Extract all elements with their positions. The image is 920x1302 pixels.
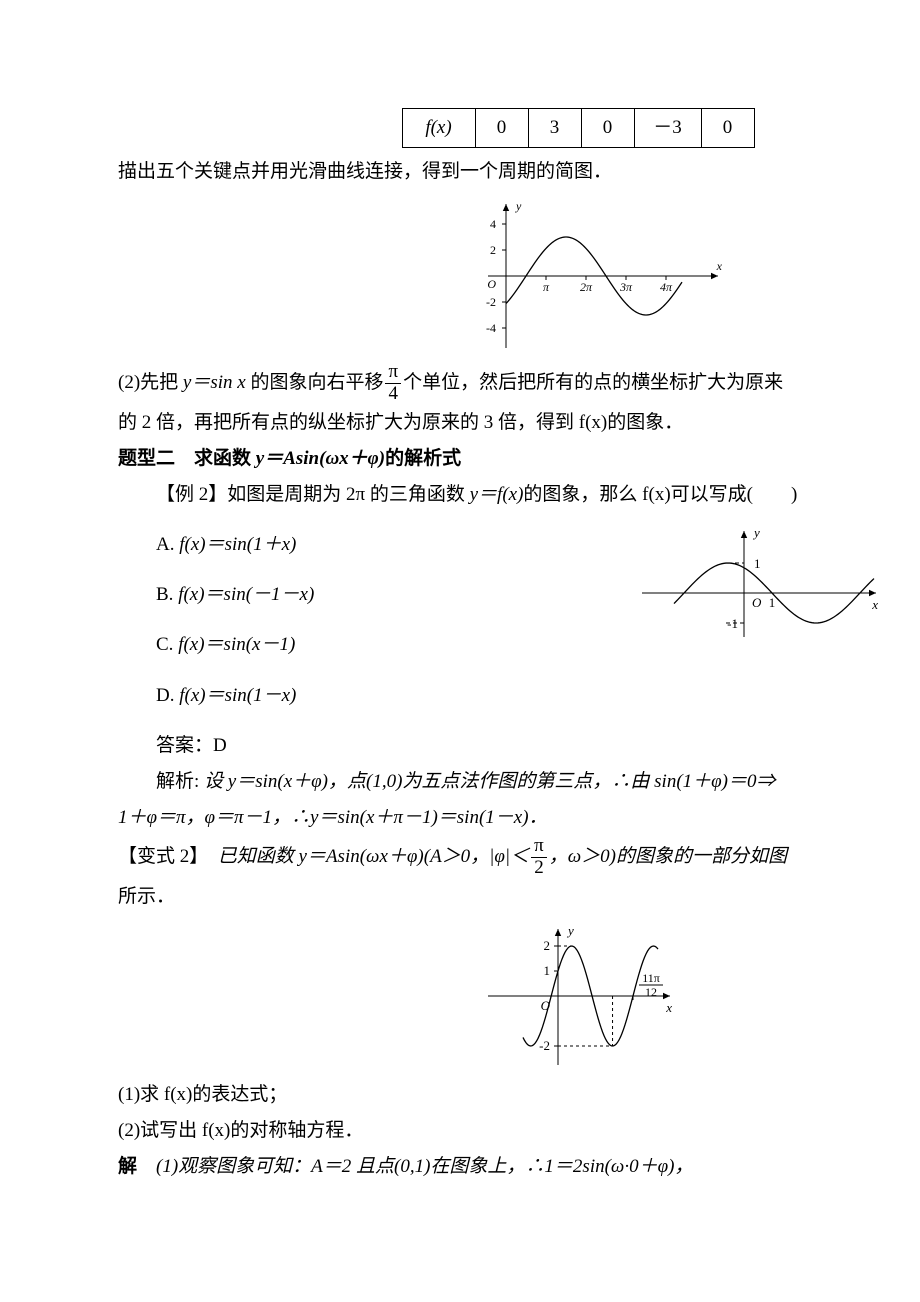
option-b: B. f(x)＝sin(－1－x) bbox=[156, 577, 634, 613]
frac-den: 4 bbox=[385, 384, 401, 405]
fx-label: f(x) bbox=[425, 117, 451, 138]
frac-den: 2 bbox=[531, 858, 547, 879]
svg-text:2: 2 bbox=[544, 938, 551, 953]
svg-text:O: O bbox=[752, 595, 762, 610]
option-a-text: f(x)＝sin(1＋x) bbox=[179, 534, 296, 555]
svg-text:1: 1 bbox=[769, 595, 776, 610]
fraction-pi-over-4: π4 bbox=[385, 362, 401, 405]
transform-paragraph: (2)先把 y＝sin x 的图象向右平移π4个单位，然后把所有的点的横坐标扩大… bbox=[118, 362, 920, 405]
option-a: A. f(x)＝sin(1＋x) bbox=[156, 527, 634, 563]
svg-text:4: 4 bbox=[490, 217, 496, 231]
example-2-question: 【例 2】如图是周期为 2π 的三角函数 y＝f(x)的图象，那么 f(x)可以… bbox=[118, 477, 920, 513]
option-d-text: f(x)＝sin(1－x) bbox=[179, 685, 296, 706]
formula-span: y＝f(x) bbox=[470, 484, 524, 505]
svg-text:11π: 11π bbox=[642, 971, 660, 985]
variation-text: ，ω＞0)的图象的一部分如图 bbox=[549, 846, 787, 867]
svg-text:3π: 3π bbox=[619, 280, 633, 294]
svg-text:12: 12 bbox=[645, 985, 657, 999]
title-text: 题型二 求函数 bbox=[118, 448, 256, 469]
frac-num: π bbox=[385, 362, 401, 384]
svg-text:2π: 2π bbox=[580, 280, 593, 294]
option-c-text: f(x)＝sin(x－1) bbox=[178, 634, 295, 655]
svg-text:-2: -2 bbox=[486, 295, 496, 309]
sine-chart-1: 4 2 -2 -4 π 2π 3π 4π Ox y bbox=[428, 196, 728, 356]
title-formula: y＝Asin(ωx＋φ) bbox=[256, 448, 385, 469]
variation-label: 【变式 2】 bbox=[118, 846, 199, 867]
table-cell: 0 bbox=[581, 109, 634, 148]
solution-line: 解 (1)观察图象可知：A＝2 且点(0,1)在图象上，∴1＝2sin(ω·0＋… bbox=[118, 1149, 920, 1185]
five-points-desc: 描出五个关键点并用光滑曲线连接，得到一个周期的简图． bbox=[118, 154, 920, 190]
svg-text:-1: -1 bbox=[728, 616, 739, 631]
table-cell: －3 bbox=[634, 109, 701, 148]
explain-text: 设 y＝sin(x＋φ)，点(1,0)为五点法作图的第三点，∴由 sin(1＋φ… bbox=[199, 771, 775, 792]
variation-text: 已知函数 y＝Asin(ωx＋φ)(A＞0，|φ|＜ bbox=[199, 846, 529, 867]
explain-line-2: 1＋φ＝π，φ＝π－1，∴y＝sin(x＋π－1)＝sin(1－x)． bbox=[118, 800, 920, 836]
question-1: (1)求 f(x)的表达式； bbox=[118, 1077, 920, 1113]
question-2: (2)试写出 f(x)的对称轴方程． bbox=[118, 1113, 920, 1149]
svg-text:1: 1 bbox=[754, 556, 761, 571]
fraction-pi-over-2: π2 bbox=[531, 836, 547, 879]
fx-table: f(x) 0 3 0 －3 0 bbox=[402, 108, 755, 148]
svg-text:π: π bbox=[543, 280, 550, 294]
explain-text: 1＋φ＝π，φ＝π－1，∴y＝sin(x＋π－1)＝sin(1－x)． bbox=[118, 807, 548, 828]
text-span: (2)先把 bbox=[118, 372, 183, 393]
section-2-title: 题型二 求函数 y＝Asin(ωx＋φ)的解析式 bbox=[118, 441, 920, 477]
svg-text:2: 2 bbox=[490, 243, 496, 257]
options-and-chart2: A. f(x)＝sin(1＋x) B. f(x)＝sin(－1－x) C. f(… bbox=[118, 513, 920, 727]
svg-text:y: y bbox=[752, 525, 760, 540]
transform-paragraph-2: 的 2 倍，再把所有点的纵坐标扩大为原来的 3 倍，得到 f(x)的图象． bbox=[118, 405, 920, 441]
q2-text: (2)试写出 f(x)的对称轴方程． bbox=[118, 1120, 363, 1141]
frac-num: π bbox=[531, 836, 547, 858]
svg-text:O: O bbox=[487, 277, 496, 291]
svg-text:x: x bbox=[665, 1000, 672, 1015]
variation-2: 【变式 2】 已知函数 y＝Asin(ωx＋φ)(A＞0，|φ|＜π2，ω＞0)… bbox=[118, 836, 920, 879]
chart3-container: Oxy21-211π12 bbox=[118, 921, 920, 1071]
option-d: D. f(x)＝sin(1－x) bbox=[156, 678, 634, 714]
table-cell: 0 bbox=[475, 109, 528, 148]
svg-text:y: y bbox=[515, 199, 522, 213]
table-cell: 3 bbox=[528, 109, 581, 148]
option-c: C. f(x)＝sin(x－1) bbox=[156, 627, 634, 663]
text-span: 的图象向右平移 bbox=[246, 372, 384, 393]
explain-label: 解析: bbox=[156, 771, 199, 792]
example-label: 【例 2】 bbox=[156, 484, 227, 505]
question-text: 如图是周期为 2π 的三角函数 bbox=[227, 484, 469, 505]
answer-line: 答案：D bbox=[118, 728, 920, 764]
solution-text: (1)观察图象可知：A＝2 且点(0,1)在图象上，∴1＝2sin(ω·0＋φ)… bbox=[137, 1156, 693, 1177]
svg-text:4π: 4π bbox=[660, 280, 673, 294]
answer-label: 答案： bbox=[156, 735, 213, 756]
question-text: 的图象，那么 f(x)可以写成( ) bbox=[523, 484, 797, 505]
svg-text:-4: -4 bbox=[486, 321, 496, 335]
text-span: 个单位，然后把所有的点的横坐标扩大为原来 bbox=[403, 372, 783, 393]
q1-text: (1)求 f(x)的表达式； bbox=[118, 1084, 287, 1105]
chart2-container: Ox y 1 1 -1 bbox=[634, 513, 920, 643]
table-row: f(x) 0 3 0 －3 0 bbox=[402, 109, 754, 148]
formula-span: y＝sin x bbox=[183, 372, 246, 393]
variation-2-line2: 所示． bbox=[118, 879, 920, 915]
svg-text:x: x bbox=[872, 597, 879, 612]
table-cell: 0 bbox=[701, 109, 754, 148]
svg-text:y: y bbox=[566, 923, 574, 938]
explain-line-1: 解析: 设 y＝sin(x＋φ)，点(1,0)为五点法作图的第三点，∴由 sin… bbox=[118, 764, 920, 800]
sine-chart-3: Oxy21-211π12 bbox=[478, 921, 678, 1071]
svg-text:x: x bbox=[716, 259, 723, 273]
options-block: A. f(x)＝sin(1＋x) B. f(x)＝sin(－1－x) C. f(… bbox=[156, 513, 634, 727]
table-header-cell: f(x) bbox=[402, 109, 475, 148]
option-b-text: f(x)＝sin(－1－x) bbox=[178, 584, 314, 605]
answer-value: D bbox=[213, 735, 227, 756]
chart1-container: 4 2 -2 -4 π 2π 3π 4π Ox y bbox=[118, 196, 920, 356]
solution-label: 解 bbox=[118, 1156, 137, 1177]
sine-chart-2: Ox y 1 1 -1 bbox=[634, 523, 884, 643]
title-text: 的解析式 bbox=[385, 448, 461, 469]
svg-text:1: 1 bbox=[544, 963, 551, 978]
svg-text:-2: -2 bbox=[539, 1038, 550, 1053]
